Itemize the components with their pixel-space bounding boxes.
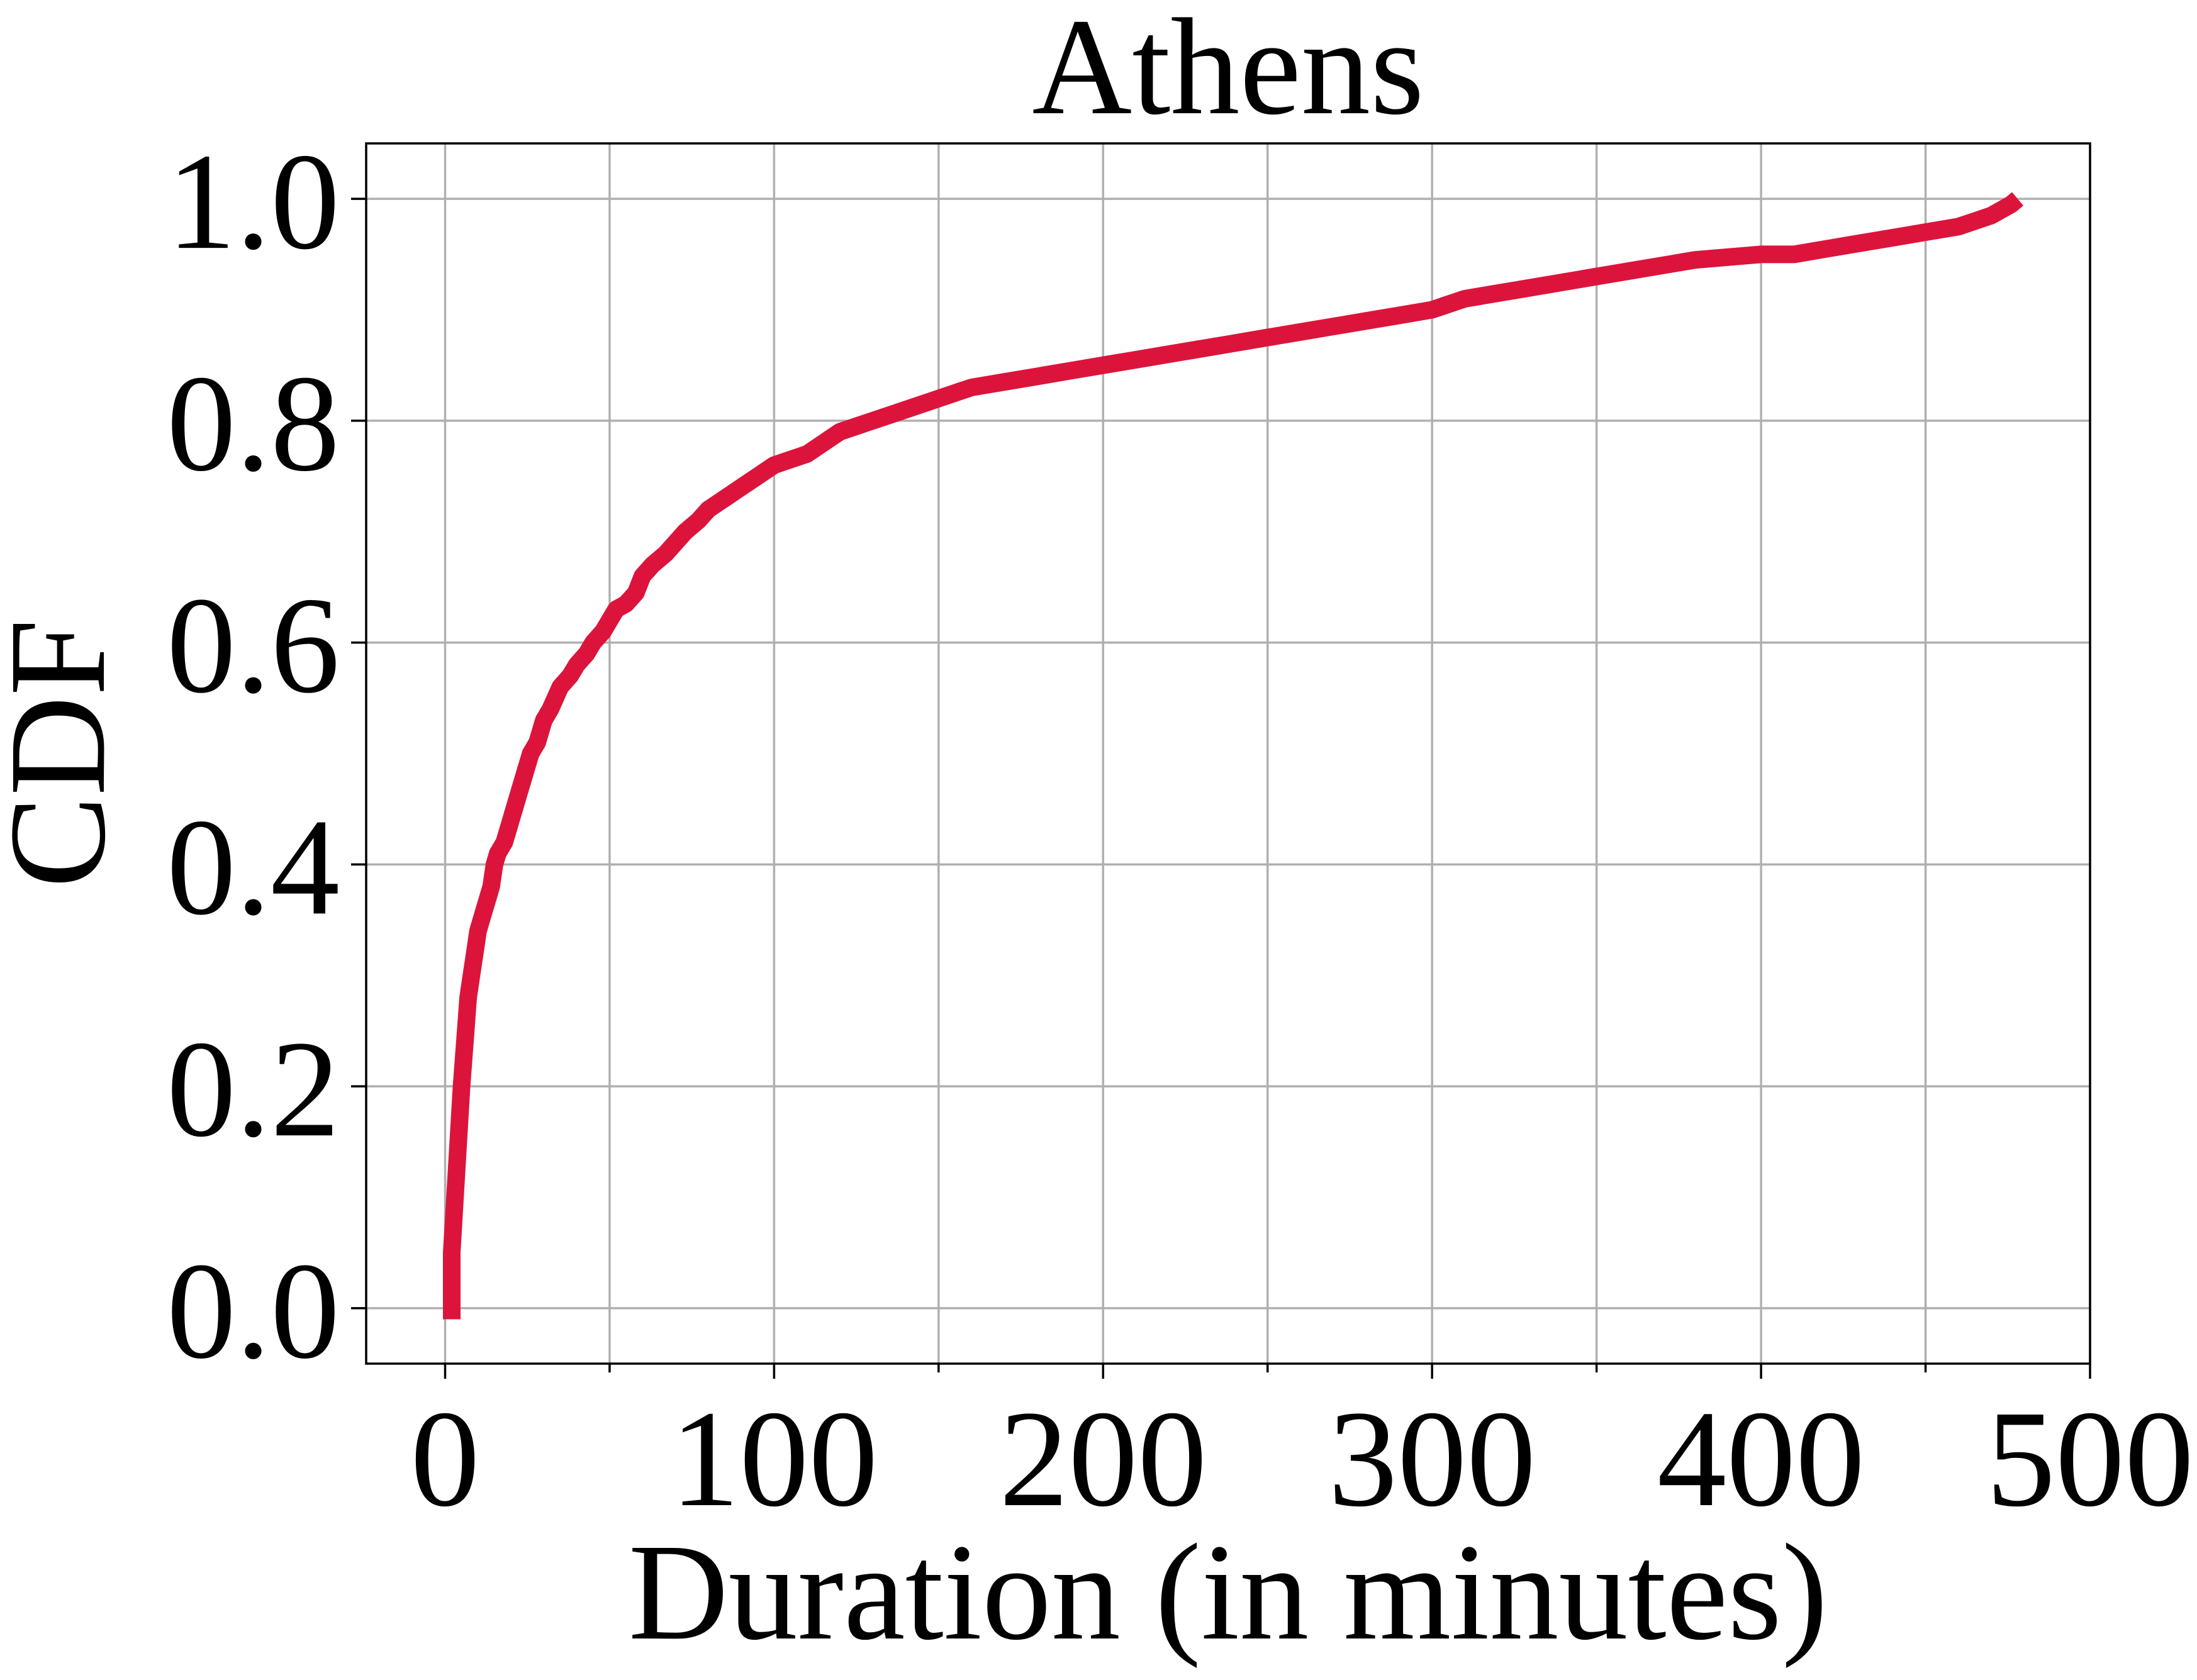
y-tick-label: 0.4 (167, 790, 340, 943)
chart-title: Athens (1032, 0, 1424, 143)
x-tick-label: 400 (1657, 1382, 1865, 1535)
y-tick-label: 0.0 (167, 1234, 340, 1388)
x-tick-label: 500 (1986, 1382, 2194, 1535)
x-tick-label: 100 (670, 1382, 878, 1535)
plot-frame (365, 142, 2091, 1365)
y-tick-label: 0.2 (167, 1012, 340, 1165)
y-tick-label: 0.6 (167, 569, 340, 722)
axis-ticks: 0 100 200 300 400 500 0.0 0.2 0.4 0.6 0.8 1.0 (167, 125, 2194, 1535)
x-tick-label: 300 (1328, 1382, 1536, 1535)
x-tick-label: 200 (999, 1382, 1207, 1535)
grid (366, 143, 2091, 1364)
y-tick-label: 0.8 (167, 347, 340, 500)
y-axis-label: CDF (0, 619, 134, 888)
cdf-series-line (443, 192, 2023, 1320)
y-tick-label: 1.0 (167, 125, 340, 278)
x-axis-label: Duration (in minutes) (629, 1515, 1828, 1669)
x-tick-label: 0 (410, 1382, 479, 1535)
